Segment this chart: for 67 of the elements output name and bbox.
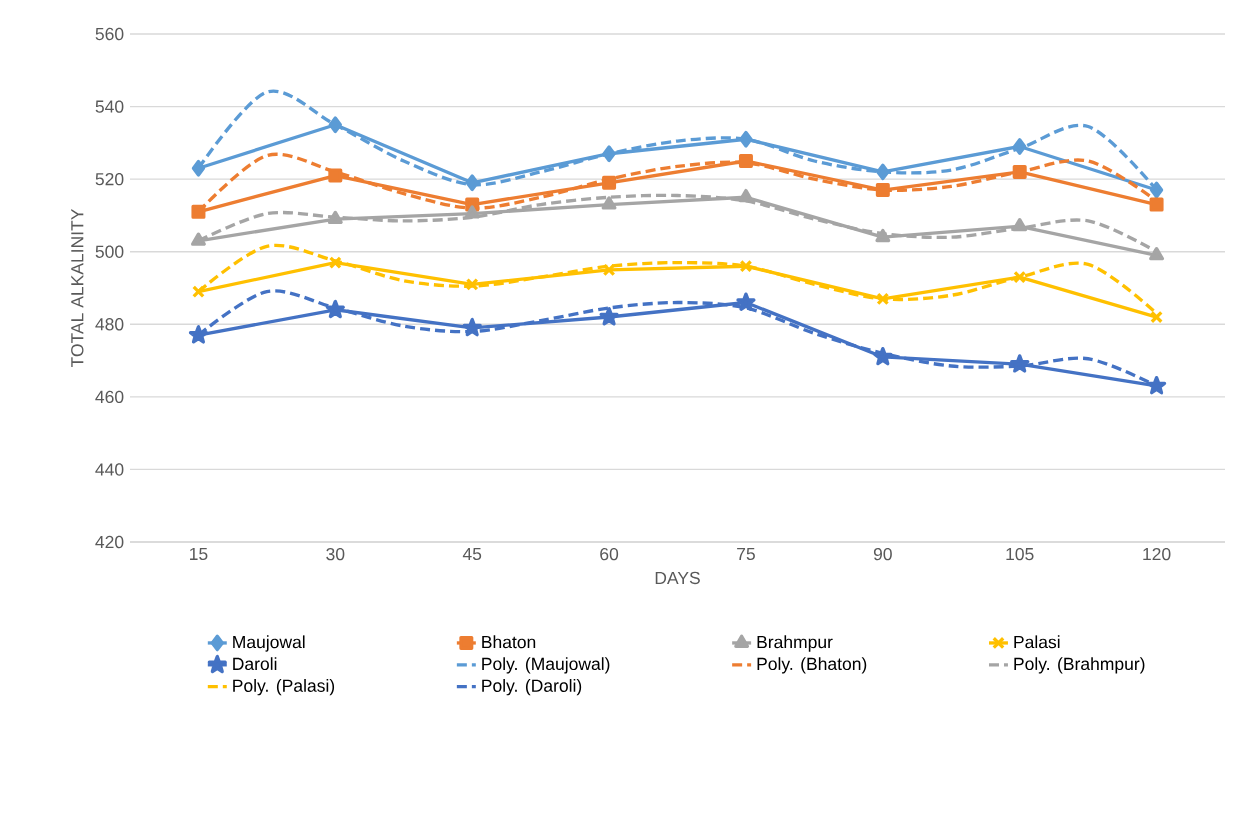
point (192, 285, 205, 299)
point (873, 346, 893, 366)
legend-label: Bhaton (482, 635, 536, 649)
x-tick-label: 120 (1143, 547, 1171, 561)
point (1149, 181, 1164, 199)
point (1012, 217, 1028, 232)
point (191, 204, 206, 219)
point (191, 232, 206, 246)
point (328, 116, 342, 134)
point (738, 188, 754, 203)
legend-label: Poly. (Daroli) (482, 679, 582, 696)
point (1012, 164, 1027, 179)
point (739, 259, 753, 273)
point (1013, 138, 1027, 155)
x-tick-label: 60 (600, 547, 619, 561)
x-tick-label: 45 (462, 547, 482, 561)
legend-label: Daroli (233, 657, 277, 671)
legend-label: Maujowal (233, 635, 305, 652)
legend-label: Poly. (Palasi) (233, 679, 335, 696)
x-tick-label: 75 (737, 547, 755, 561)
point (465, 174, 479, 192)
x-axis-title: DAYS (655, 571, 700, 585)
point (736, 292, 756, 311)
point (1149, 197, 1164, 212)
point (602, 175, 617, 190)
legend-label: Poly. (Bhaton) (757, 657, 867, 674)
point (602, 145, 616, 163)
point (1013, 270, 1027, 284)
point (599, 307, 619, 326)
point (188, 325, 209, 344)
point (464, 205, 480, 219)
point (739, 130, 753, 148)
point (1146, 375, 1167, 395)
point (876, 163, 890, 181)
y-axis-title: TOTAL ALKALINITY (71, 208, 84, 368)
point (191, 159, 206, 177)
point (465, 277, 479, 291)
legend-label: Brahmpur (757, 635, 833, 652)
point (1150, 310, 1163, 324)
x-tick-label: 105 (1006, 547, 1034, 561)
legend-label: Poly. (Brahmpur) (1014, 657, 1145, 674)
y-tick-label: 480 (95, 318, 124, 331)
point (875, 183, 890, 198)
legend-label: Palasi (1014, 635, 1060, 649)
point (875, 228, 891, 243)
x-tick-label: 90 (873, 547, 892, 561)
y-tick-label: 440 (95, 463, 124, 476)
point (327, 210, 343, 225)
point (328, 168, 343, 183)
point (738, 153, 753, 169)
point (876, 292, 890, 306)
y-tick-label: 520 (95, 172, 124, 186)
y-tick-label: 460 (95, 390, 124, 404)
point (462, 317, 482, 337)
x-tick-label: 15 (190, 547, 208, 561)
point (328, 256, 342, 269)
y-tick-label: 560 (95, 27, 124, 41)
y-tick-label: 500 (95, 245, 124, 258)
point (325, 299, 345, 319)
point (601, 196, 617, 210)
point (1010, 354, 1030, 373)
point (1149, 247, 1165, 261)
legend-label: Poly. (Maujowal) (482, 657, 610, 674)
point (602, 263, 616, 277)
y-tick-label: 540 (95, 100, 124, 113)
y-tick-label: 420 (95, 535, 124, 549)
x-tick-label: 30 (326, 547, 345, 561)
